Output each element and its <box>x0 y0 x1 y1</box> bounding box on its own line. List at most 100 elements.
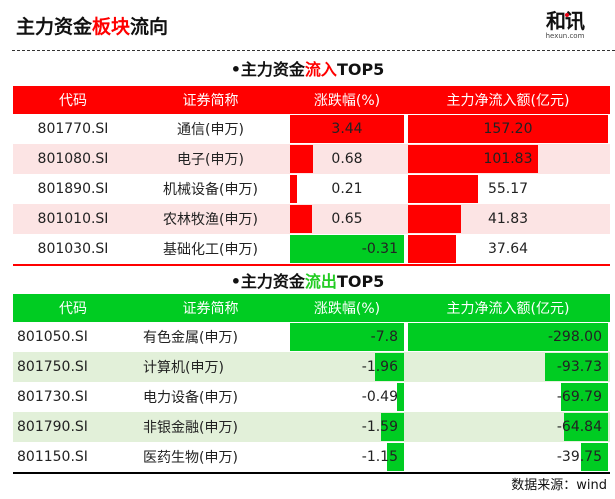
change-cell: 3.44 <box>288 114 406 144</box>
change-cell: 0.68 <box>288 144 406 174</box>
col-change: 涨跌幅(%) <box>288 294 406 322</box>
col-flow: 主力净流入额(亿元) <box>406 86 610 114</box>
flow-value: 55.17 <box>487 181 529 197</box>
flow-bar <box>408 235 456 263</box>
flow-cell: 157.20 <box>406 114 610 144</box>
flow-bar <box>408 175 479 203</box>
table-row: 801770.SI 通信(申万) 3.44 157.20 <box>13 114 610 144</box>
logo-dot-icon <box>565 13 569 17</box>
change-cell: -1.59 <box>288 412 406 442</box>
change-bar <box>290 175 297 203</box>
change-cell: -1.96 <box>288 352 406 382</box>
change-value: 3.44 <box>331 121 363 137</box>
flow-cell: 101.83 <box>406 144 610 174</box>
flow-value: 157.20 <box>483 121 533 137</box>
flow-bar <box>564 413 608 441</box>
flow-bar <box>545 353 608 381</box>
change-value: 0.65 <box>331 211 363 227</box>
flow-cell: 37.64 <box>406 234 610 265</box>
sector-name: 电子(申万) <box>133 144 288 174</box>
sector-code: 801750.SI <box>13 352 133 382</box>
table-row: 801730.SI 电力设备(申万) -0.49 -69.79 <box>13 382 610 412</box>
sector-name: 非银金融(申万) <box>133 412 288 442</box>
title-text: 主力资金 <box>16 16 93 38</box>
sector-code: 801080.SI <box>13 144 133 174</box>
flow-value: 41.83 <box>487 211 529 227</box>
flow-bar <box>408 323 608 351</box>
change-value: -1.59 <box>361 419 398 435</box>
inflow-section-title: •主力资金流入TOP5 <box>230 60 385 79</box>
change-bar <box>290 205 312 233</box>
flow-value: 101.83 <box>483 151 533 167</box>
sector-code: 801730.SI <box>17 389 88 405</box>
change-bar <box>290 145 313 173</box>
change-bar <box>380 413 404 441</box>
flow-bar <box>408 115 608 143</box>
logo-domain: hexun.com <box>545 32 585 40</box>
header-divider <box>12 50 615 51</box>
table-row: 801790.SI 非银金融(申万) -1.59 -64.84 <box>13 412 610 442</box>
flow-cell: -64.84 <box>406 412 610 442</box>
change-cell: 0.65 <box>288 204 406 234</box>
sector-name: 机械设备(申万) <box>163 182 258 198</box>
sector-code: 801790.SI <box>13 412 133 442</box>
flow-value: -64.84 <box>556 419 602 435</box>
col-code: 代码 <box>13 294 133 322</box>
logo-mark: 和讯 <box>546 9 585 33</box>
change-value: -1.15 <box>361 449 398 465</box>
data-source: 数据来源：wind <box>511 478 607 493</box>
hexun-logo: 和讯 hexun.com <box>537 10 593 41</box>
flow-bar <box>408 205 462 233</box>
table-row: 801750.SI 计算机(申万) -1.96 -93.73 <box>13 352 610 382</box>
flow-value: -39.75 <box>556 449 602 465</box>
col-code: 代码 <box>13 86 133 114</box>
table-row: 801010.SI 农林牧渔(申万) 0.65 41.83 <box>13 204 610 234</box>
change-bar <box>290 323 404 351</box>
sector-code: 801770.SI <box>37 121 109 137</box>
change-bar <box>375 353 404 381</box>
change-value: 0.21 <box>331 181 363 197</box>
col-flow: 主力净流入额(亿元) <box>406 294 610 322</box>
col-name: 证券简称 <box>133 294 288 322</box>
sector-code: 801010.SI <box>13 204 133 234</box>
change-cell: 0.21 <box>288 174 406 204</box>
sector-code: 801030.SI <box>37 241 109 257</box>
table-row: 801080.SI 电子(申万) 0.68 101.83 <box>13 144 610 174</box>
col-name: 证券简称 <box>133 86 288 114</box>
sector-code: 801050.SI <box>17 329 88 345</box>
title-highlight: 板块 <box>92 16 131 38</box>
change-cell: -0.49 <box>288 382 406 412</box>
flow-cell: 41.83 <box>406 204 610 234</box>
table-row: 801050.SI 有色金属(申万) -7.8 -298.00 <box>13 322 610 352</box>
outflow-table: 代码 证券简称 涨跌幅(%) 主力净流入额(亿元) 801050.SI 有色金属(… <box>13 294 610 474</box>
flow-cell: -69.79 <box>406 382 610 412</box>
flow-value: 37.64 <box>487 241 529 257</box>
sector-name: 电力设备(申万) <box>143 390 238 406</box>
change-cell: -1.15 <box>288 442 406 473</box>
sector-name: 医药生物(申万) <box>143 450 238 466</box>
sector-code: 801890.SI <box>37 181 109 197</box>
col-change: 涨跌幅(%) <box>288 86 406 114</box>
change-value: -0.31 <box>361 241 398 257</box>
flow-cell: 55.17 <box>406 174 610 204</box>
change-value: -1.96 <box>361 359 398 375</box>
flow-bar <box>408 145 538 173</box>
sector-name: 通信(申万) <box>177 122 244 138</box>
change-value: 0.68 <box>331 151 363 167</box>
table-row: 801030.SI 基础化工(申万) -0.31 37.64 <box>13 234 610 265</box>
flow-bar <box>561 383 608 411</box>
change-value: -7.8 <box>370 329 398 345</box>
flow-cell: -93.73 <box>406 352 610 382</box>
change-bar <box>396 383 404 411</box>
page-title: 主力资金板块流向 <box>16 12 168 39</box>
sector-code: 801150.SI <box>17 449 88 465</box>
sector-name: 农林牧渔(申万) <box>133 204 288 234</box>
change-value: -0.49 <box>361 389 398 405</box>
flow-cell: -39.75 <box>406 442 610 473</box>
table-header: 代码 证券简称 涨跌幅(%) 主力净流入额(亿元) <box>13 294 610 322</box>
flow-bar <box>581 443 608 471</box>
flow-cell: -298.00 <box>406 322 610 352</box>
inflow-table: 代码 证券简称 涨跌幅(%) 主力净流入额(亿元) 801770.SI 通信(申万… <box>13 86 610 266</box>
table-header: 代码 证券简称 涨跌幅(%) 主力净流入额(亿元) <box>13 86 610 114</box>
sector-name: 计算机(申万) <box>133 352 288 382</box>
